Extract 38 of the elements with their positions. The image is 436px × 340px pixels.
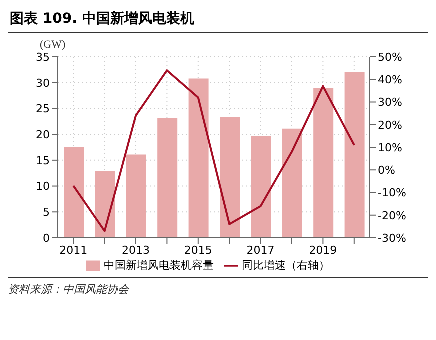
- x-tick-label: 2015: [184, 244, 212, 257]
- y2-tick-label: 10%: [378, 141, 402, 154]
- y2-tick-label: 40%: [378, 74, 402, 87]
- x-tick-label: 2011: [60, 244, 88, 257]
- bar: [344, 72, 365, 238]
- bar: [282, 128, 302, 238]
- y2-tick-label: 20%: [378, 118, 402, 132]
- x-tick-label: 2017: [246, 244, 275, 257]
- bar: [158, 118, 178, 238]
- y-tick-label: 30: [36, 76, 50, 90]
- legend-label: 同比增速（右轴）: [242, 259, 330, 272]
- y2-tick-label: 30%: [378, 96, 402, 110]
- bar: [126, 154, 146, 238]
- text: 资料来源：中国风能协会: [8, 282, 130, 297]
- y2-tick-label: -30%: [378, 232, 406, 245]
- y2-tick-label: 50%: [378, 50, 402, 64]
- y-tick-label: 15: [36, 154, 50, 168]
- y-tick-label: 20: [36, 128, 50, 142]
- y-tick-label: 10: [36, 180, 50, 194]
- bar: [314, 88, 334, 238]
- bar: [95, 171, 116, 238]
- y2-tick-label: -10%: [378, 186, 406, 200]
- bar: [251, 136, 272, 238]
- line-series: [72, 70, 356, 232]
- bar: [188, 78, 209, 238]
- chart-title: 图表 109. 中国新增风电装机: [8, 8, 428, 33]
- bar: [220, 116, 240, 238]
- y-tick-label: 0: [43, 232, 50, 245]
- y-axis-title: (GW): [40, 39, 66, 51]
- y-tick-label: 25: [36, 102, 50, 116]
- x-tick-label: 2019: [309, 244, 338, 257]
- y2-tick-label: 0%: [378, 164, 396, 178]
- legend-label: 中国新增风电装机容量: [104, 259, 214, 272]
- y-tick-label: 5: [43, 206, 50, 220]
- y-tick-label: 35: [36, 50, 50, 64]
- bar: [64, 146, 84, 238]
- x-tick-label: 2013: [122, 244, 150, 257]
- y2-tick-label: -20%: [378, 209, 406, 222]
